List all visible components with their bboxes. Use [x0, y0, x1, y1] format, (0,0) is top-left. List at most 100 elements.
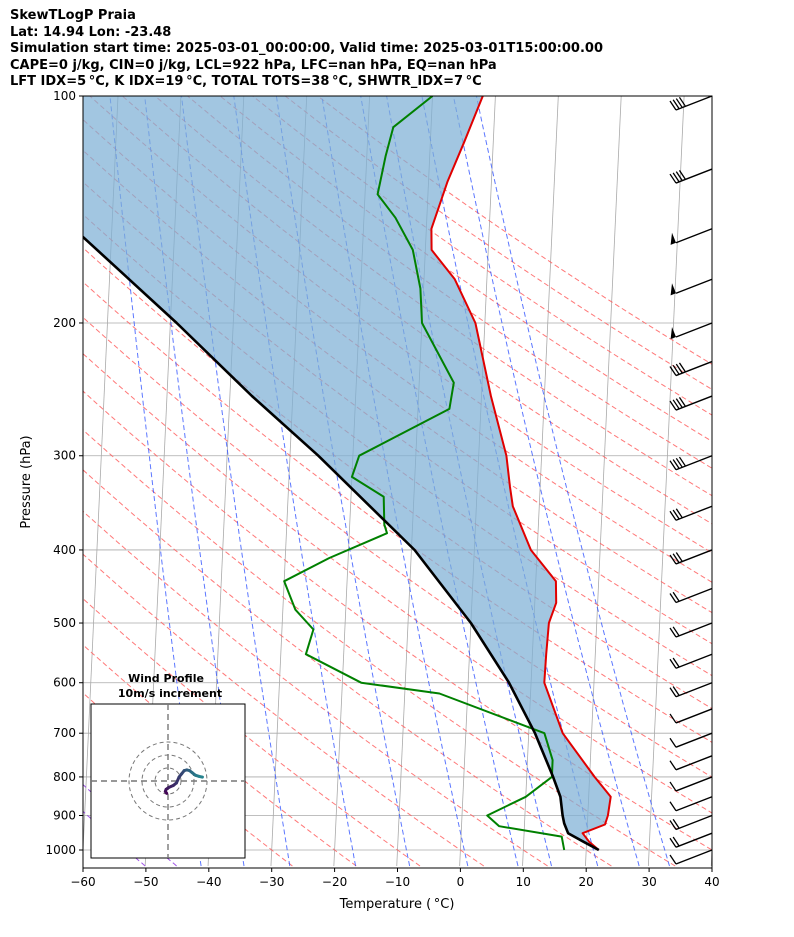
barb-flag [669, 366, 677, 376]
barb-shaft [675, 796, 713, 812]
location-coordinates: Lat: 14.94 Lon: -23.48 [10, 24, 172, 40]
y-tick-label: 600 [53, 676, 76, 690]
barb-flag [672, 172, 680, 183]
wind-barb [669, 708, 713, 724]
barb-flag [669, 687, 677, 698]
barb-shaft [675, 832, 713, 848]
mixing-ratio-line [452, 96, 640, 867]
barb-flag [675, 363, 683, 374]
isotherm-line [710, 841, 712, 866]
y-tick-label: 400 [53, 543, 76, 557]
wind-barbs [669, 95, 713, 865]
barb-flag [678, 170, 686, 180]
dry-adiabat [252, 96, 712, 416]
y-tick-label: 900 [53, 808, 76, 822]
barb-shaft [675, 732, 713, 748]
axes: −60 −50 −40 −30 −20 −10 0 10 20 30 40 1000 900 800 700… [45, 89, 719, 889]
dry-adiabat [83, 510, 548, 867]
wind-barb [669, 732, 713, 748]
x-tick-label: 0 [457, 875, 465, 889]
x-tick-label: −30 [259, 875, 284, 889]
barb-flag [672, 99, 680, 110]
barb-flag [669, 554, 677, 565]
barb-flag [675, 457, 683, 468]
barb-shaft [675, 278, 713, 294]
barb-shaft [675, 849, 713, 865]
x-tick-label: 40 [704, 875, 719, 889]
dry-adiabat [83, 390, 712, 851]
barb-flag [672, 818, 680, 829]
wind-barb [670, 278, 713, 296]
barb-flag [675, 552, 683, 562]
y-axis-label: Pressure (hPa) [19, 435, 34, 528]
hodograph-segment [197, 774, 204, 779]
barb-flag [678, 456, 686, 467]
x-tick-label: 30 [641, 875, 656, 889]
barb-shaft [675, 622, 713, 638]
y-tick-label: 100 [53, 89, 76, 103]
mixing-ratio-line [360, 96, 519, 867]
isotherm-line [522, 96, 559, 866]
cape-info: CAPE=0 j/kg, CIN=0 j/kg, LCL=922 hPa, LF… [10, 57, 497, 73]
barb-flag [672, 459, 680, 469]
dry-adiabat [83, 429, 676, 867]
barb-flag [672, 686, 680, 696]
sounding-lines [83, 96, 612, 852]
cin-shading [83, 96, 611, 850]
barb-flag [675, 98, 683, 108]
wind-barb [669, 653, 713, 669]
barb-shaft [675, 682, 713, 698]
chart-header: SkewTLogP Praia Lat: 14.94 Lon: -23.48 S… [10, 8, 603, 91]
dry-adiabat [83, 469, 612, 867]
barb-flag [672, 399, 680, 410]
barb-flag [675, 171, 683, 181]
wind-barb [669, 549, 713, 565]
barb-flag [669, 820, 677, 830]
moist-adiabat [83, 810, 146, 867]
barb-shaft [675, 322, 713, 338]
x-tick-label: −10 [385, 875, 410, 889]
barb-flag [669, 760, 677, 771]
y-tick-label: 200 [53, 316, 76, 330]
barb-flag [672, 553, 680, 564]
dry-adiabat [83, 553, 485, 867]
dry-adiabat [83, 353, 712, 814]
wind-barb [669, 587, 713, 604]
barb-flag [669, 100, 677, 111]
barb-flag [678, 397, 686, 407]
x-tick-label: 20 [579, 875, 594, 889]
dry-adiabat [83, 644, 357, 867]
barb-pennant [670, 283, 676, 296]
wind-barb [669, 622, 713, 638]
barb-shaft [675, 708, 713, 724]
barb-flag [669, 781, 677, 792]
inset-title: Wind Profile [128, 672, 204, 685]
parcel-path-line [83, 235, 600, 852]
barb-flag [675, 398, 683, 408]
dry-adiabat [83, 598, 421, 867]
wind-barb [670, 228, 713, 245]
wind-barb [669, 849, 713, 865]
barb-flag [672, 364, 680, 375]
barb-flag [678, 362, 686, 373]
barb-flag [669, 713, 677, 724]
indices-info: LFT IDX=5 °C, K IDX=19 °C, TOTAL TOTS=38… [10, 74, 482, 89]
wind-barb [669, 168, 713, 184]
barb-flag [672, 836, 680, 847]
x-tick-label: −50 [133, 875, 158, 889]
x-tick-label: −60 [70, 875, 95, 889]
wind-barb [669, 755, 713, 771]
x-axis-label: Temperature ( °C) [339, 897, 455, 912]
barb-shaft [675, 755, 713, 771]
wind-profile-inset: Wind Profile 10m/s increment [90, 672, 246, 859]
wind-barb [669, 796, 713, 812]
y-tick-label: 500 [53, 616, 76, 630]
barb-flag [669, 737, 677, 748]
barb-flag [672, 591, 680, 602]
x-tick-label: −40 [196, 875, 221, 889]
wind-barb [669, 360, 713, 377]
barb-shaft [675, 814, 713, 831]
temperature-line [430, 96, 612, 851]
y-tick-label: 1000 [45, 843, 76, 857]
